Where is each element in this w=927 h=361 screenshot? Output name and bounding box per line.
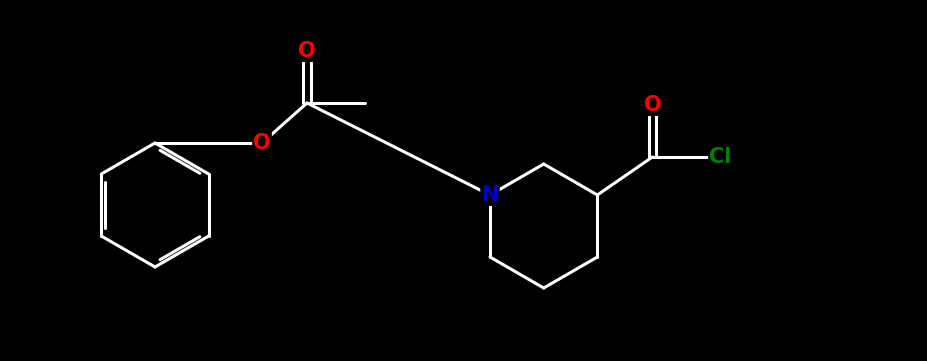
- Text: O: O: [298, 41, 315, 61]
- Text: O: O: [643, 95, 660, 115]
- Text: O: O: [253, 133, 271, 153]
- Text: Cl: Cl: [708, 147, 730, 167]
- Text: N: N: [481, 185, 498, 205]
